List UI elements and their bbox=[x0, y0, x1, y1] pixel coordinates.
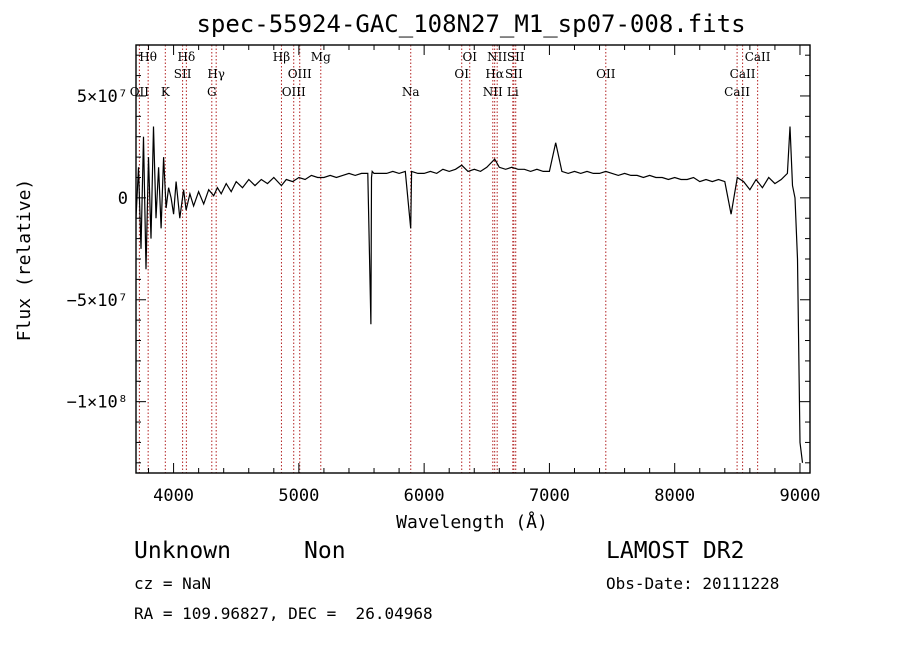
line-label: Hα bbox=[485, 67, 504, 81]
survey-name: LAMOST DR2 bbox=[606, 538, 745, 564]
line-label: Hγ bbox=[207, 67, 225, 81]
line-label: Mg bbox=[311, 50, 331, 64]
x-tick-label: 6000 bbox=[404, 486, 445, 506]
line-label: SII bbox=[174, 67, 192, 81]
emission-line-labels: Hθ OII K Hδ SII Hγ G Hβ OIII OIII Mg Na OI OI NII Hα NII… bbox=[130, 50, 771, 99]
x-tick-label: 5000 bbox=[278, 486, 319, 506]
line-label: NII bbox=[483, 85, 503, 99]
line-label: Li bbox=[507, 85, 519, 99]
x-tick-label: 9000 bbox=[780, 486, 821, 506]
object-class: Unknown bbox=[134, 538, 231, 564]
line-label: CaII bbox=[724, 85, 750, 99]
line-label: Hδ bbox=[178, 50, 196, 64]
line-label: OII bbox=[130, 85, 150, 99]
y-axis-ticks: 5×10⁷ 0 −5×10⁷ −1×10⁸ bbox=[67, 54, 810, 464]
line-label: OII bbox=[596, 67, 616, 81]
coordinates: RA = 109.96827, DEC = 26.04968 bbox=[134, 604, 433, 623]
y-axis-label: Flux (relative) bbox=[14, 179, 35, 342]
line-label: Na bbox=[402, 85, 420, 99]
line-label: OI bbox=[454, 67, 469, 81]
plot-frame bbox=[135, 44, 811, 474]
line-label: OI bbox=[462, 50, 477, 64]
chart-title: spec-55924-GAC_108N27_M1_sp07-008.fits bbox=[196, 10, 745, 38]
x-axis-label: Wavelength (Å) bbox=[396, 511, 548, 533]
line-label: K bbox=[161, 85, 171, 99]
line-label: CaII bbox=[730, 67, 756, 81]
x-tick-label: 7000 bbox=[529, 486, 570, 506]
emission-line-markers bbox=[138, 45, 759, 473]
line-label: SII bbox=[505, 67, 523, 81]
line-label: OIII bbox=[288, 67, 312, 81]
y-tick-label: −5×10⁷ bbox=[67, 291, 128, 311]
redshift-value: cz = NaN bbox=[134, 574, 212, 593]
x-tick-label: 8000 bbox=[654, 486, 695, 506]
observation-date: Obs-Date: 20111228 bbox=[606, 574, 780, 593]
line-label: OIII bbox=[282, 85, 306, 99]
line-label: NII bbox=[487, 50, 507, 64]
line-label: G bbox=[207, 85, 217, 99]
line-label: CaII bbox=[745, 50, 771, 64]
x-axis-ticks: 4000 5000 6000 7000 8000 9000 bbox=[148, 45, 821, 506]
object-subclass: Non bbox=[304, 538, 346, 564]
line-label: Hθ bbox=[139, 50, 157, 64]
spectrum-line bbox=[135, 126, 804, 463]
y-tick-label: 0 bbox=[118, 189, 128, 209]
line-label: Hβ bbox=[273, 50, 290, 64]
line-label: SII bbox=[507, 50, 525, 64]
y-tick-label: −1×10⁸ bbox=[67, 393, 128, 413]
x-tick-label: 4000 bbox=[153, 486, 194, 506]
y-tick-label: 5×10⁷ bbox=[77, 87, 128, 107]
